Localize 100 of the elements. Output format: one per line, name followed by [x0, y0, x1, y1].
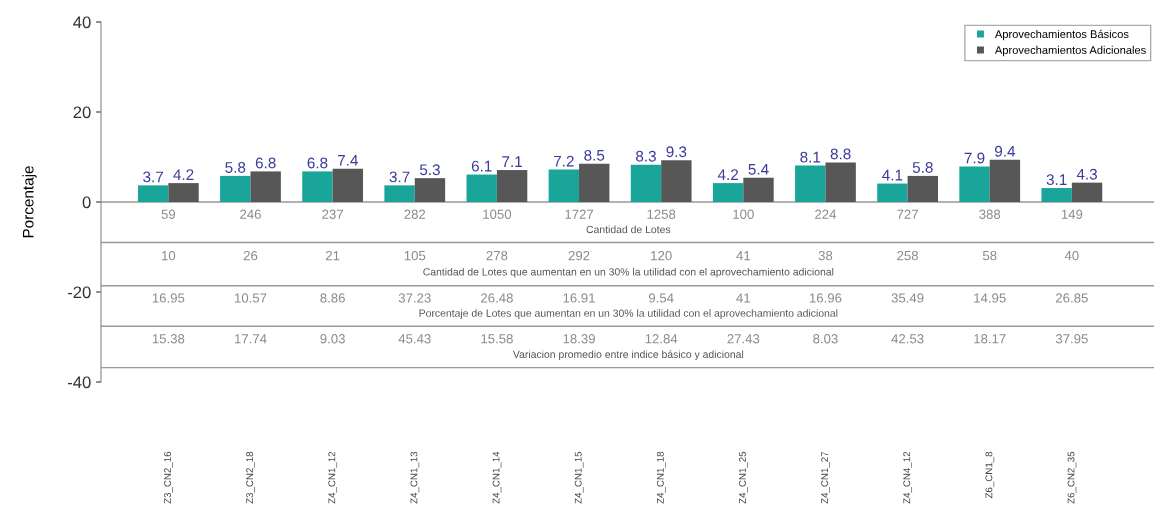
annotation: 14.95 [974, 293, 1006, 303]
annotation: 282 [404, 209, 426, 219]
x-tick-label: Z4_CN4_12 [903, 451, 913, 504]
annotation: 246 [240, 209, 261, 219]
annotation: 100 [733, 209, 754, 219]
data-label: 7.1 [502, 156, 522, 167]
annotation: 27.43 [727, 334, 760, 344]
annotation: 292 [568, 250, 590, 261]
annotation: 16.95 [152, 293, 185, 303]
x-tick-label: Z6_CN2_35 [1067, 451, 1077, 504]
bar [579, 163, 610, 202]
annotation: 149 [1061, 209, 1083, 219]
legend-label: Aprovechamientos Adicionales [994, 45, 1146, 57]
annotation: 18.39 [563, 334, 595, 344]
data-label: 4.2 [173, 169, 194, 180]
annotation: 26 [243, 250, 258, 261]
data-label: 4.2 [717, 169, 738, 180]
bar [877, 183, 908, 202]
bar [630, 164, 662, 202]
annotation: 278 [486, 250, 508, 261]
data-label: 5.4 [748, 164, 769, 175]
data-label: 8.8 [830, 148, 851, 160]
y-axis-title: Porcentaje [22, 166, 37, 238]
data-label: 5.8 [225, 162, 246, 173]
x-tick-label: Z3_CN2_18 [246, 451, 255, 504]
bar [661, 160, 692, 202]
annotation: 37.23 [398, 293, 431, 303]
annotation: 1258 [647, 209, 676, 219]
y-tick-label: 0 [82, 196, 91, 209]
annotation: 105 [404, 250, 426, 261]
annotation: 388 [979, 209, 1001, 219]
data-label: 3.1 [1046, 174, 1067, 186]
bar [1071, 182, 1103, 202]
annotation: 8.03 [813, 334, 838, 344]
bar [302, 171, 333, 202]
annotation: Variacion promedio entre indice básico y adicional [512, 350, 744, 361]
annotation: 12.84 [645, 334, 678, 344]
x-tick-label: Z4_CN1_25 [739, 451, 748, 504]
annotation: 10 [162, 250, 176, 261]
x-tick-label: Z3_CN2_16 [164, 451, 173, 504]
data-label: 8.3 [636, 150, 656, 162]
annotation: 1727 [565, 209, 594, 219]
data-label: 7.9 [964, 152, 985, 164]
bar [250, 171, 281, 202]
bar [168, 183, 199, 202]
annotation: 26.48 [481, 293, 513, 303]
bar [548, 169, 580, 202]
annotation: 35.49 [891, 293, 924, 303]
data-label: 7.2 [554, 155, 574, 167]
data-label: 9.3 [666, 146, 687, 158]
y-tick-label: -20 [67, 286, 91, 299]
annotation: 37.95 [1055, 334, 1088, 344]
bar [712, 183, 744, 202]
annotation: 10.57 [234, 293, 267, 303]
data-label: 4.1 [882, 169, 903, 181]
bar [496, 170, 528, 202]
annotation: Cantidad de Lotes que aumentan en un 30% la utilidad con el aprovechamiento adicional [423, 267, 834, 278]
annotation: 45.43 [398, 334, 431, 344]
x-tick-label: Z6_CN1_8 [985, 451, 995, 499]
bar [989, 159, 1021, 202]
annotation: 17.74 [234, 334, 267, 344]
annotation: 15.58 [481, 334, 513, 344]
bar [1041, 188, 1072, 202]
annotation: 21 [325, 250, 340, 261]
annotation: 58 [982, 250, 997, 261]
data-label: 5.3 [419, 164, 440, 176]
bar [825, 162, 856, 202]
data-label: 3.7 [143, 171, 164, 183]
data-label: 7.4 [337, 155, 358, 166]
legend-label: Aprovechamientos Básicos [994, 29, 1129, 41]
x-tick-label: Z4_CN1_12 [328, 451, 338, 504]
annotation: 26.85 [1056, 293, 1088, 303]
data-label: 6.1 [471, 160, 492, 172]
annotation: 120 [651, 250, 672, 261]
annotation: 237 [322, 209, 343, 219]
annotation: 18.17 [974, 334, 1006, 344]
annotation: 15.38 [152, 334, 185, 344]
annotation: 16.91 [563, 293, 595, 303]
annotation: 9.03 [320, 334, 345, 344]
data-label: 6.8 [307, 157, 328, 169]
bar [907, 175, 938, 202]
x-tick-label: Z4_CN1_13 [410, 451, 420, 504]
annotation: 59 [161, 209, 176, 219]
y-tick-label: -40 [67, 376, 91, 389]
data-label: 9.4 [995, 145, 1016, 157]
bar [384, 185, 415, 202]
annotation: 224 [815, 209, 837, 219]
bar [332, 168, 364, 202]
data-label: 5.8 [912, 162, 933, 173]
annotation: 38 [818, 250, 833, 261]
bar [466, 174, 497, 202]
data-label: 8.5 [584, 149, 605, 161]
bar [959, 166, 990, 202]
bar [414, 178, 446, 202]
annotation: 727 [897, 209, 918, 219]
annotation: 8.86 [320, 293, 345, 303]
annotation: Porcentaje de Lotes que aumentan en un 30% la utilidad con el aprovechamiento adicional [419, 309, 838, 319]
bar [743, 177, 774, 202]
annotation: 40 [1064, 250, 1079, 261]
bar [137, 185, 169, 202]
